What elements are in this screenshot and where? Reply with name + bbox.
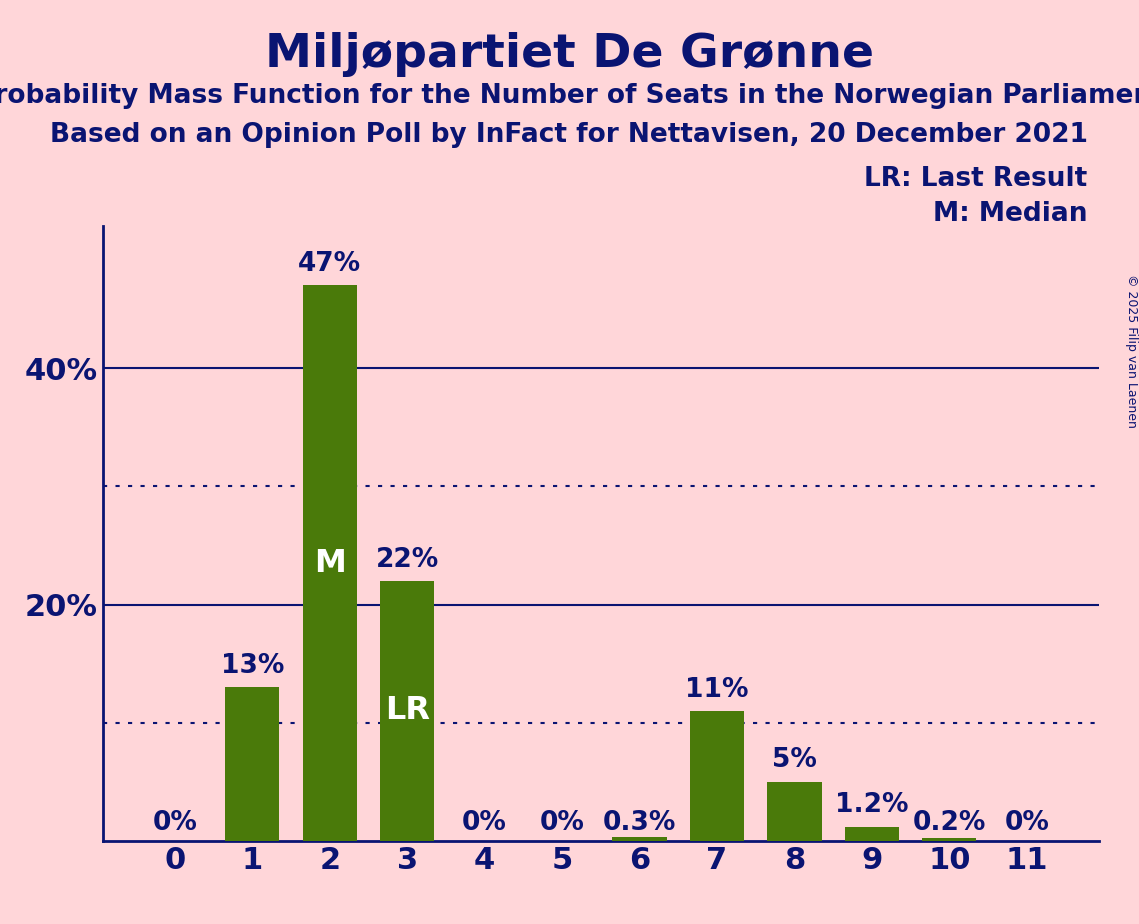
Bar: [690, 711, 744, 841]
Bar: [613, 837, 666, 841]
Text: M: M: [314, 548, 346, 578]
Text: 0%: 0%: [462, 810, 507, 836]
Text: Miljøpartiet De Grønne: Miljøpartiet De Grønne: [265, 32, 874, 78]
Text: 0%: 0%: [1005, 810, 1049, 836]
Text: 0%: 0%: [540, 810, 584, 836]
Text: 1.2%: 1.2%: [835, 793, 909, 819]
Text: Based on an Opinion Poll by InFact for Nettavisen, 20 December 2021: Based on an Opinion Poll by InFact for N…: [50, 122, 1089, 148]
Text: LR: LR: [385, 696, 429, 726]
Text: © 2025 Filip van Laenen: © 2025 Filip van Laenen: [1124, 274, 1138, 428]
Text: LR: Last Result: LR: Last Result: [865, 166, 1088, 192]
Text: 0%: 0%: [153, 810, 197, 836]
Bar: [303, 286, 357, 841]
Text: 13%: 13%: [221, 653, 284, 679]
Text: Probability Mass Function for the Number of Seats in the Norwegian Parliament: Probability Mass Function for the Number…: [0, 83, 1139, 109]
Text: 47%: 47%: [298, 251, 361, 277]
Bar: [845, 827, 899, 841]
Bar: [380, 581, 434, 841]
Bar: [226, 687, 279, 841]
Text: 0.3%: 0.3%: [603, 810, 677, 836]
Text: 11%: 11%: [686, 676, 748, 702]
Bar: [923, 838, 976, 841]
Bar: [768, 782, 821, 841]
Text: 0.2%: 0.2%: [912, 810, 986, 836]
Text: 5%: 5%: [772, 748, 817, 773]
Text: M: Median: M: Median: [933, 201, 1088, 227]
Text: 22%: 22%: [376, 547, 439, 573]
